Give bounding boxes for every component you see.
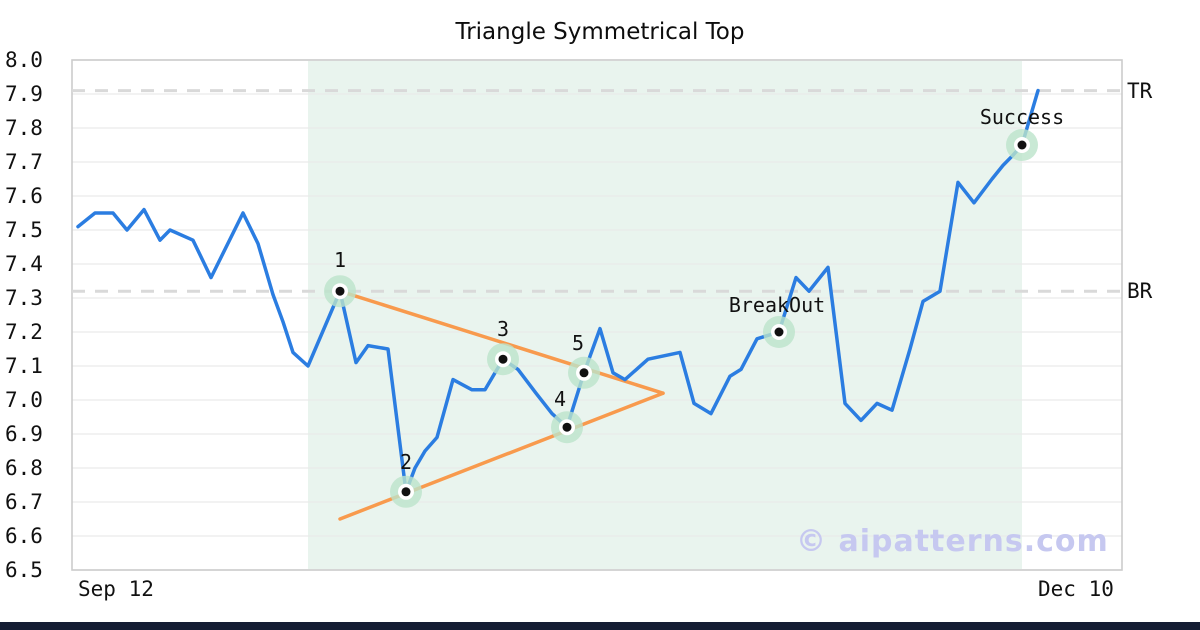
- watermark: © aipatterns.com: [796, 524, 1109, 559]
- marker-label-breakout: BreakOut: [728, 293, 826, 317]
- y-tick-6.5: 6.5: [5, 558, 43, 582]
- y-tick-7.2: 7.2: [5, 320, 43, 344]
- level-label-br: BR: [1127, 279, 1153, 304]
- level-label-tr: TR: [1127, 78, 1153, 103]
- marker-dot-2: [401, 487, 411, 497]
- upper-trendline: [338, 289, 665, 395]
- y-tick-7.8: 7.8: [5, 116, 43, 140]
- marker-label-success: Success: [979, 105, 1065, 129]
- marker-dot-1: [335, 286, 345, 296]
- y-tick-6.7: 6.7: [5, 490, 43, 514]
- y-tick-7.0: 7.0: [5, 388, 43, 412]
- marker-dot-success: [1017, 140, 1027, 150]
- y-tick-6.9: 6.9: [5, 422, 43, 446]
- chart-title: Triangle Symmetrical Top: [455, 19, 745, 45]
- y-tick-7.3: 7.3: [5, 286, 43, 310]
- y-tick-7.6: 7.6: [5, 184, 43, 208]
- marker-label-2: 2: [399, 449, 413, 474]
- marker-dot-breakout: [774, 327, 784, 337]
- marker-label-4: 4: [553, 387, 567, 412]
- marker-label-3: 3: [496, 317, 510, 342]
- x-tick-dec-10: Dec 10: [1038, 577, 1114, 601]
- plot-border: [71, 59, 1123, 571]
- x-tick-sep-12: Sep 12: [78, 577, 154, 601]
- y-tick-7.4: 7.4: [5, 252, 43, 276]
- marker-label-1: 1: [333, 248, 347, 273]
- y-tick-7.5: 7.5: [5, 218, 43, 242]
- marker-dot-3: [498, 354, 508, 364]
- y-tick-8.0: 8.0: [5, 48, 43, 72]
- y-tick-7.7: 7.7: [5, 150, 43, 174]
- y-tick-6.6: 6.6: [5, 524, 43, 548]
- y-tick-7.1: 7.1: [5, 354, 43, 378]
- marker-label-5: 5: [571, 330, 585, 355]
- footer-bar: [0, 622, 1200, 630]
- y-tick-6.8: 6.8: [5, 456, 43, 480]
- marker-dot-5: [579, 368, 589, 378]
- y-tick-7.9: 7.9: [5, 82, 43, 106]
- marker-dot-4: [562, 422, 572, 432]
